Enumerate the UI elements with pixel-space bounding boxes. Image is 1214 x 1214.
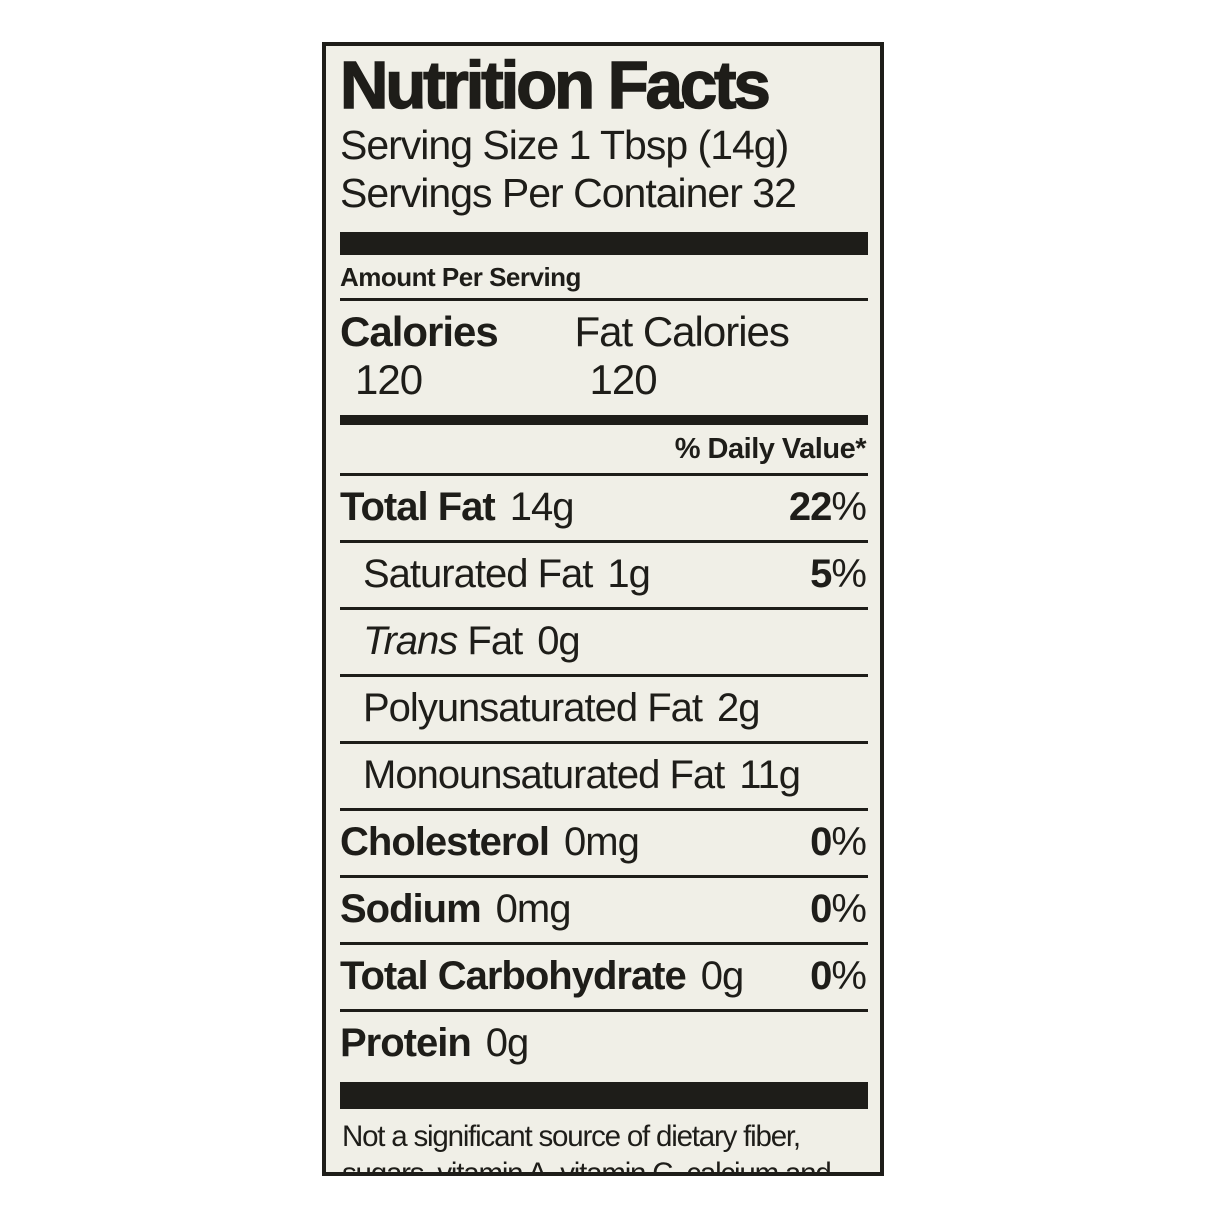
calories-divider-bar [340, 415, 868, 426]
daily-value-number: 22 [788, 485, 832, 530]
nutrient-name-italic: Trans [363, 619, 468, 664]
nutrient-row: Total Fat 14g 22% [340, 473, 868, 540]
nutrient-row: Total Carbohydrate 0g 0% [340, 942, 868, 1009]
fat-calories-label: Fat Calories [574, 308, 789, 356]
serving-size-line: Serving Size 1 Tbsp (14g) [340, 122, 789, 169]
daily-value-number: 0 [810, 820, 832, 865]
nutrient-name: Fat [467, 619, 523, 664]
nutrient-name: Cholesterol [340, 820, 550, 865]
servings-per-container-line: Servings Per Container 32 [340, 170, 797, 217]
nutrient-amount: 0mg [495, 887, 572, 932]
nutrient-amount: 1g [607, 552, 650, 597]
nutrient-name-group: Saturated Fat 1g [363, 552, 651, 597]
daily-value-header: % Daily Value* [674, 433, 867, 466]
nutrient-name: Total Fat [340, 485, 496, 530]
nutrition-facts-label: Nutrition Facts Serving Size 1 Tbsp (14g… [322, 42, 884, 1176]
label-title: Nutrition Facts [339, 48, 771, 123]
nutrient-amount: 0g [700, 954, 744, 999]
nutrient-amount: 14g [509, 485, 575, 530]
nutrient-daily-value: 22% [788, 485, 867, 530]
nutrient-name: Protein [340, 1021, 472, 1066]
nutrient-name-group: Cholesterol 0mg [340, 820, 640, 865]
nutrient-row: Saturated Fat 1g 5% [340, 540, 868, 607]
nutrient-rows: Total Fat 14g 22% Saturated Fat 1g 5% Trans Fa… [340, 473, 868, 1076]
daily-value-number: 0 [810, 954, 832, 999]
nutrient-amount: 11g [739, 753, 801, 798]
nutrient-name-group: Sodium 0mg [340, 887, 572, 932]
nutrient-name: Polyunsaturated Fat [363, 686, 703, 731]
nutrient-daily-value: 0% [810, 887, 867, 932]
nutrient-row: Sodium 0mg 0% [340, 875, 868, 942]
nutrient-amount: 2g [717, 686, 760, 731]
fat-calories-group: Fat Calories 120 [574, 308, 862, 404]
nutrient-daily-value: 0% [810, 954, 867, 999]
calories-group: Calories 120 [340, 308, 574, 404]
section-divider-bar [340, 232, 868, 256]
nutrient-amount: 0g [537, 619, 580, 664]
nutrient-name-group: Polyunsaturated Fat 2g [363, 686, 760, 731]
footnote-divider-bar [340, 1082, 868, 1110]
calories-label: Calories [340, 308, 499, 356]
percent-sign: % [831, 485, 867, 530]
nutrient-name: Saturated Fat [363, 552, 593, 597]
nutrient-name-group: Total Carbohydrate 0g [340, 954, 744, 999]
nutrient-name-group: Protein 0g [340, 1021, 529, 1066]
fat-calories-value: 120 [589, 356, 657, 404]
calories-value: 120 [355, 356, 423, 404]
nutrient-daily-value: 5% [810, 552, 867, 597]
calories-row: Calories 120 Fat Calories 120 [340, 301, 868, 411]
nutrient-row: Protein 0g [340, 1009, 868, 1076]
amount-per-serving-heading: Amount Per Serving [340, 262, 581, 293]
nutrient-amount: 0g [485, 1021, 529, 1066]
nutrient-row: Cholesterol 0mg 0% [340, 808, 868, 875]
nutrient-row: Trans Fat 0g [340, 607, 868, 674]
nutrient-row: Monounsaturated Fat 11g [340, 741, 868, 808]
percent-sign: % [831, 954, 867, 999]
nutrient-daily-value: 0% [810, 820, 867, 865]
nutrient-name-group: Total Fat 14g [340, 485, 575, 530]
nutrient-name: Monounsaturated Fat [363, 753, 725, 798]
nutrient-name-group: Monounsaturated Fat 11g [363, 753, 801, 798]
percent-sign: % [831, 887, 867, 932]
nutrient-name: Total Carbohydrate [340, 954, 687, 999]
nutrient-row: Polyunsaturated Fat 2g [340, 674, 868, 741]
percent-sign: % [831, 820, 867, 865]
divider-line [340, 298, 868, 302]
daily-value-number: 0 [810, 887, 832, 932]
nutrient-amount: 0mg [564, 820, 640, 865]
percent-sign: % [831, 552, 867, 597]
nutrient-name: Sodium [340, 887, 482, 932]
daily-value-number: 5 [810, 552, 832, 597]
nutrient-name-group: Trans Fat 0g [363, 619, 581, 664]
footnote-not-significant: Not a significant source of dietary fibe… [342, 1120, 832, 1176]
